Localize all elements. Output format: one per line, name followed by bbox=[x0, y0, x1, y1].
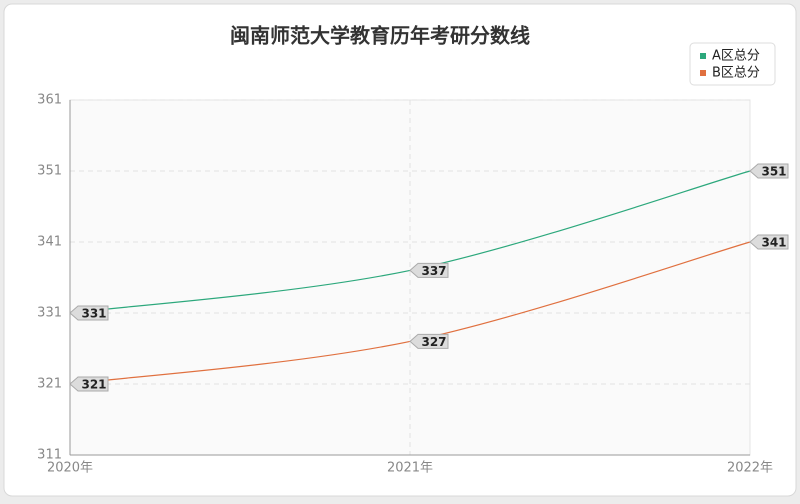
value-label: 337 bbox=[421, 264, 446, 278]
y-tick-label: 361 bbox=[37, 93, 62, 108]
value-label: 341 bbox=[761, 236, 786, 250]
value-tag bbox=[409, 333, 449, 349]
y-tick-label: 351 bbox=[37, 164, 62, 179]
x-tick-label: 2021年 bbox=[387, 461, 433, 476]
value-tag bbox=[69, 305, 109, 321]
legend-box bbox=[689, 42, 776, 86]
legend-swatch bbox=[700, 53, 706, 59]
chart-title: 闽南师范大学教育历年考研分数线 bbox=[230, 24, 530, 48]
value-tag bbox=[749, 163, 789, 179]
x-tick-label: 2020年 bbox=[47, 461, 93, 476]
y-tick-label: 341 bbox=[37, 235, 62, 250]
value-tag bbox=[409, 262, 449, 278]
value-label: 351 bbox=[761, 165, 786, 179]
value-tag bbox=[69, 376, 109, 392]
x-tick-label: 2022年 bbox=[727, 461, 773, 476]
legend-label: A区总分 bbox=[712, 49, 760, 64]
value-tag bbox=[749, 234, 789, 250]
value-label: 327 bbox=[421, 335, 446, 349]
legend-swatch bbox=[700, 70, 706, 76]
y-tick-label: 321 bbox=[37, 377, 62, 392]
value-label: 331 bbox=[81, 307, 106, 321]
y-tick-label: 311 bbox=[37, 448, 62, 463]
legend-label: B区总分 bbox=[712, 66, 760, 81]
value-label: 321 bbox=[81, 378, 106, 392]
y-tick-label: 331 bbox=[37, 306, 62, 321]
